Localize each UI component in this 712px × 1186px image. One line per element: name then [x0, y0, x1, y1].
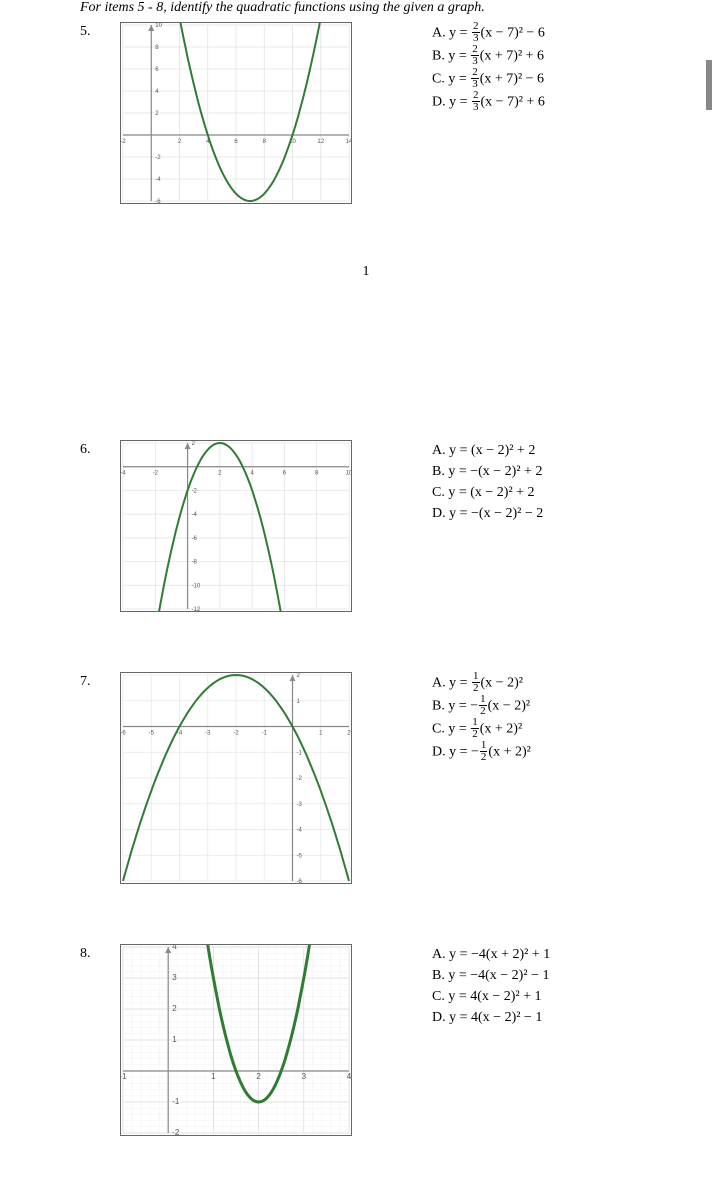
svg-text:-5: -5 [297, 853, 303, 859]
graph-7: -6-5-4-3-2-112-6-5-4-3-2-112 [120, 672, 352, 884]
svg-text:6: 6 [234, 139, 238, 145]
answer-5c: C. y = 23(x + 7)² − 6 [432, 68, 545, 91]
svg-text:4: 4 [155, 89, 159, 95]
answer-6b: B. y = −(x − 2)² + 2 [432, 461, 543, 482]
problem-6: 6. -4 -2 2 4 6 8 10 -12 -10 -8 -6 -4 -2 2 A. y = (x −… [80, 440, 652, 612]
problem-5: 5. -22468101214-6-4-2246810 A. y = 23(x … [80, 22, 652, 204]
svg-text:2: 2 [178, 139, 182, 145]
page-number: 1 [80, 264, 652, 280]
svg-text:12: 12 [317, 139, 324, 145]
svg-text:4: 4 [250, 471, 254, 477]
instructions-text: For items 5 - 8, identify the quadratic … [80, 0, 652, 16]
svg-text:-4: -4 [155, 177, 161, 183]
svg-text:1: 1 [297, 699, 301, 705]
svg-text:2: 2 [256, 1072, 261, 1081]
svg-text:2: 2 [297, 673, 301, 679]
svg-text:-2: -2 [121, 139, 126, 145]
graph-8: -1 1 2 3 4 -2 -1 1 2 3 4 [120, 944, 352, 1136]
svg-text:2: 2 [155, 111, 159, 117]
svg-text:2: 2 [347, 731, 351, 737]
answers-6: A. y = (x − 2)² + 2 B. y = −(x − 2)² + 2… [432, 440, 543, 524]
svg-text:-12: -12 [192, 607, 201, 611]
answers-8: A. y = −4(x + 2)² + 1 B. y = −4(x − 2)² … [432, 944, 550, 1028]
svg-text:-2: -2 [172, 1128, 180, 1135]
answer-7d: D. y = −12(x + 2)² [432, 741, 531, 764]
problem-number-7: 7. [80, 672, 120, 690]
svg-text:8: 8 [315, 471, 319, 477]
svg-text:-2: -2 [153, 471, 159, 477]
svg-text:-6: -6 [121, 731, 126, 737]
svg-text:6: 6 [283, 471, 287, 477]
svg-text:2: 2 [192, 441, 196, 447]
graph-5: -22468101214-6-4-2246810 [120, 22, 352, 204]
svg-text:8: 8 [155, 45, 159, 51]
svg-text:1: 1 [319, 731, 323, 737]
answer-6c: C. y = (x − 2)² + 2 [432, 482, 543, 503]
answer-5d: D. y = 23(x − 7)² + 6 [432, 91, 545, 114]
svg-text:-3: -3 [297, 802, 303, 808]
problem-number-8: 8. [80, 944, 120, 962]
svg-text:1: 1 [172, 1035, 177, 1044]
svg-text:-8: -8 [192, 560, 198, 566]
svg-text:-5: -5 [149, 731, 155, 737]
svg-text:4: 4 [347, 1072, 351, 1081]
problem-8: 8. -1 1 2 3 4 -2 -1 1 2 3 4 A. y = −4(x + 2)² + 1 … [80, 944, 652, 1136]
svg-text:-1: -1 [297, 750, 303, 756]
problem-number-5: 5. [80, 22, 120, 40]
svg-text:-6: -6 [192, 536, 198, 542]
answer-8c: C. y = 4(x − 2)² + 1 [432, 986, 550, 1007]
svg-text:3: 3 [302, 1072, 307, 1081]
answer-7a: A. y = 12(x − 2)² [432, 672, 531, 695]
answer-5b: B. y = 23(x + 7)² + 6 [432, 45, 545, 68]
svg-text:-2: -2 [297, 776, 303, 782]
svg-text:-3: -3 [205, 731, 211, 737]
svg-text:2: 2 [218, 471, 222, 477]
svg-text:-4: -4 [121, 471, 126, 477]
answer-8d: D. y = 4(x − 2)² − 1 [432, 1007, 550, 1028]
svg-text:-6: -6 [297, 879, 303, 883]
graph-6: -4 -2 2 4 6 8 10 -12 -10 -8 -6 -4 -2 2 [120, 440, 352, 612]
answers-7: A. y = 12(x − 2)² B. y = −12(x − 2)² C. … [432, 672, 531, 764]
svg-text:-4: -4 [192, 512, 198, 518]
svg-text:3: 3 [172, 973, 177, 982]
answer-8a: A. y = −4(x + 2)² + 1 [432, 944, 550, 965]
svg-text:-2: -2 [155, 155, 161, 161]
answer-8b: B. y = −4(x − 2)² − 1 [432, 965, 550, 986]
svg-text:-1: -1 [262, 731, 268, 737]
svg-text:-1: -1 [121, 1072, 127, 1081]
answer-5a: A. y = 23(x − 7)² − 6 [432, 22, 545, 45]
svg-text:-2: -2 [233, 731, 239, 737]
svg-text:14: 14 [346, 139, 351, 145]
answer-6d: D. y = −(x − 2)² − 2 [432, 503, 543, 524]
problem-7: 7. -6-5-4-3-2-112-6-5-4-3-2-112 A. y = 1… [80, 672, 652, 884]
svg-text:10: 10 [346, 471, 351, 477]
svg-text:-10: -10 [192, 583, 201, 589]
svg-text:-2: -2 [192, 488, 198, 494]
svg-text:4: 4 [172, 945, 177, 951]
answer-7c: C. y = 12(x + 2)² [432, 718, 531, 741]
svg-text:1: 1 [211, 1072, 216, 1081]
svg-text:8: 8 [263, 139, 267, 145]
svg-text:-1: -1 [172, 1097, 180, 1106]
svg-text:-4: -4 [297, 828, 303, 834]
answers-5: A. y = 23(x − 7)² − 6 B. y = 23(x + 7)² … [432, 22, 545, 114]
svg-text:10: 10 [155, 23, 162, 29]
svg-text:-6: -6 [155, 199, 161, 203]
svg-text:6: 6 [155, 67, 159, 73]
problem-number-6: 6. [80, 440, 120, 458]
answer-6a: A. y = (x − 2)² + 2 [432, 440, 543, 461]
answer-7b: B. y = −12(x − 2)² [432, 695, 531, 718]
svg-text:2: 2 [172, 1004, 177, 1013]
scrollbar-indicator [706, 60, 712, 110]
